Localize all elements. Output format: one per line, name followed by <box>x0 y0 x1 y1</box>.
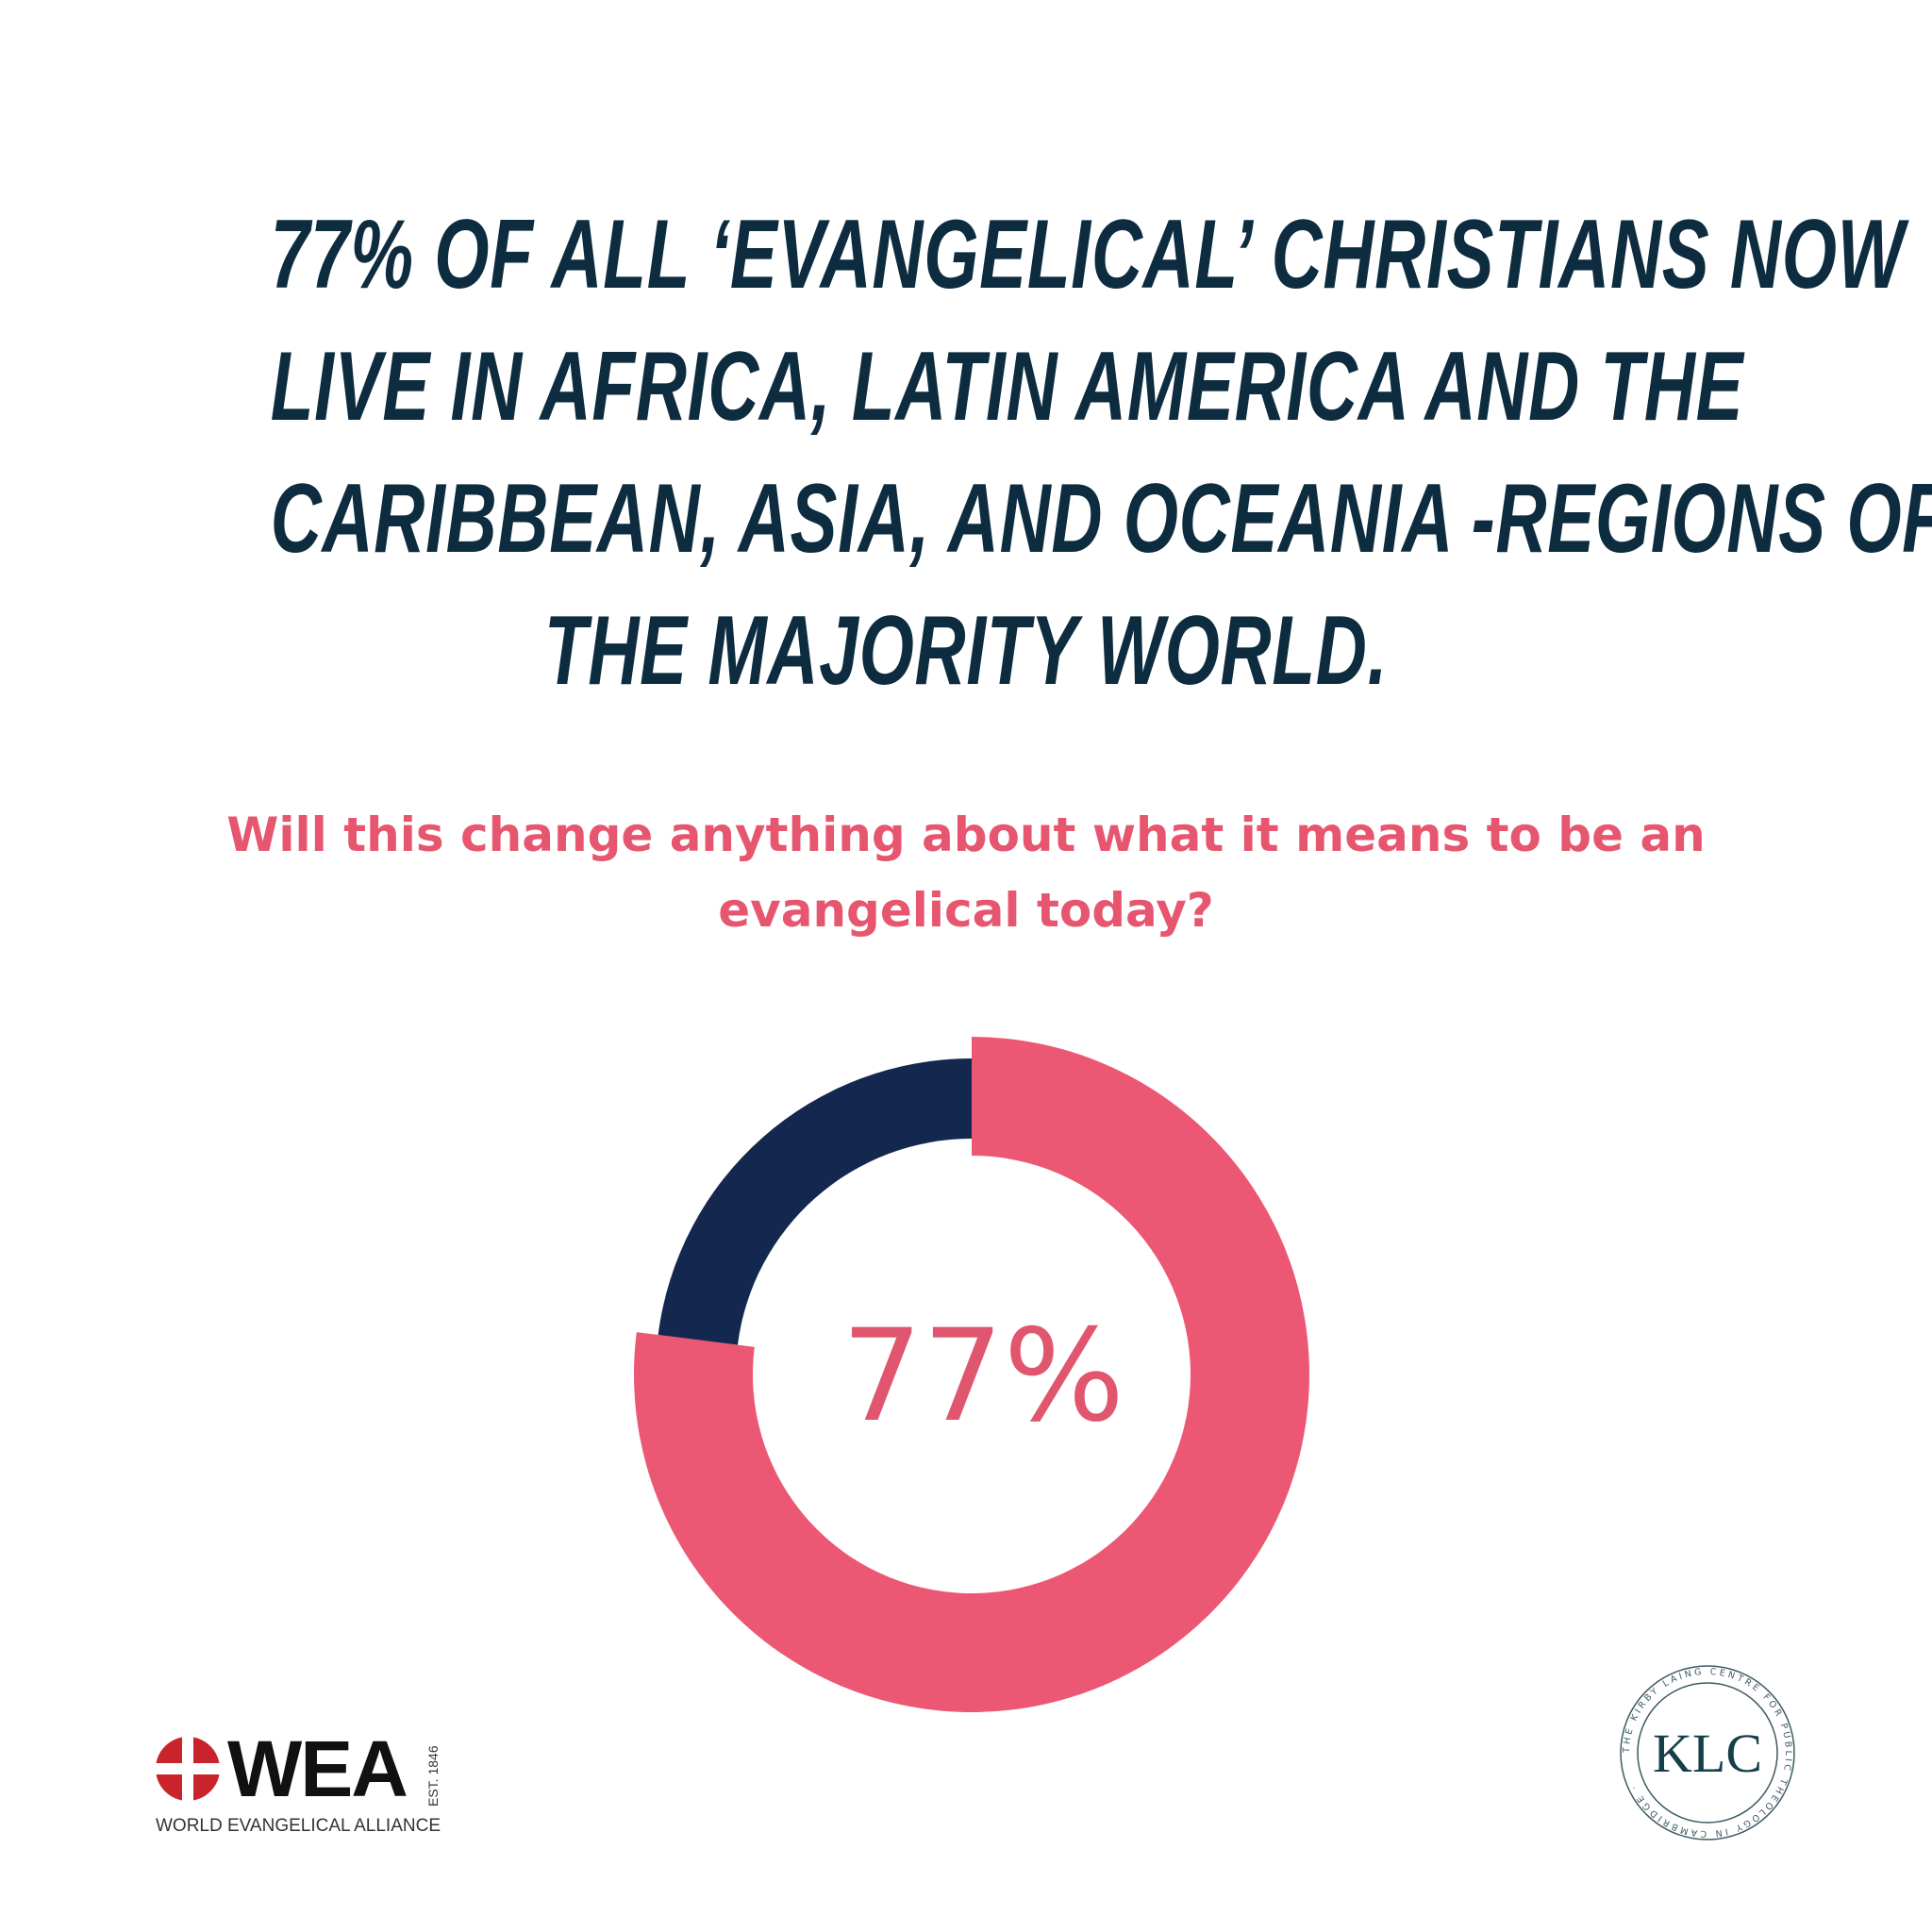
donut-slice-rest-of-world <box>658 1058 972 1345</box>
donut-slice-majority-world <box>634 1037 1310 1712</box>
headline-line: 77% OF ALL ‘EVANGELICAL’ CHRISTIANS NOW <box>270 200 1906 309</box>
wea-full-name: WORLD EVANGELICAL ALLIANCE <box>156 1816 441 1836</box>
wea-established: EST. 1846 <box>425 1745 441 1807</box>
headline-line: THE MAJORITY WORLD. <box>543 596 1389 706</box>
question-text: Will this change anything about what it … <box>226 808 1706 938</box>
headline-line: LIVE IN AFRICA, LATIN AMERICA AND THE <box>270 332 1744 441</box>
klc-letters: KLC <box>1653 1723 1762 1784</box>
wea-wordmark: WEA <box>227 1724 408 1813</box>
klc-logo: THE KIRBY LAING CENTRE FOR PUBLIC THEOLO… <box>1620 1665 1795 1840</box>
wea-cross-icon <box>156 1737 220 1801</box>
wea-logo: WEA EST. 1846 WORLD EVANGELICAL ALLIANCE <box>156 1724 458 1840</box>
center-label: 77% <box>841 1302 1124 1450</box>
headline-line: CARIBBEAN, ASIA, AND OCEANIA -REGIONS OF <box>270 464 1932 574</box>
headline: 77% OF ALL ‘EVANGELICAL’ CHRISTIANS NOW … <box>0 189 1932 717</box>
